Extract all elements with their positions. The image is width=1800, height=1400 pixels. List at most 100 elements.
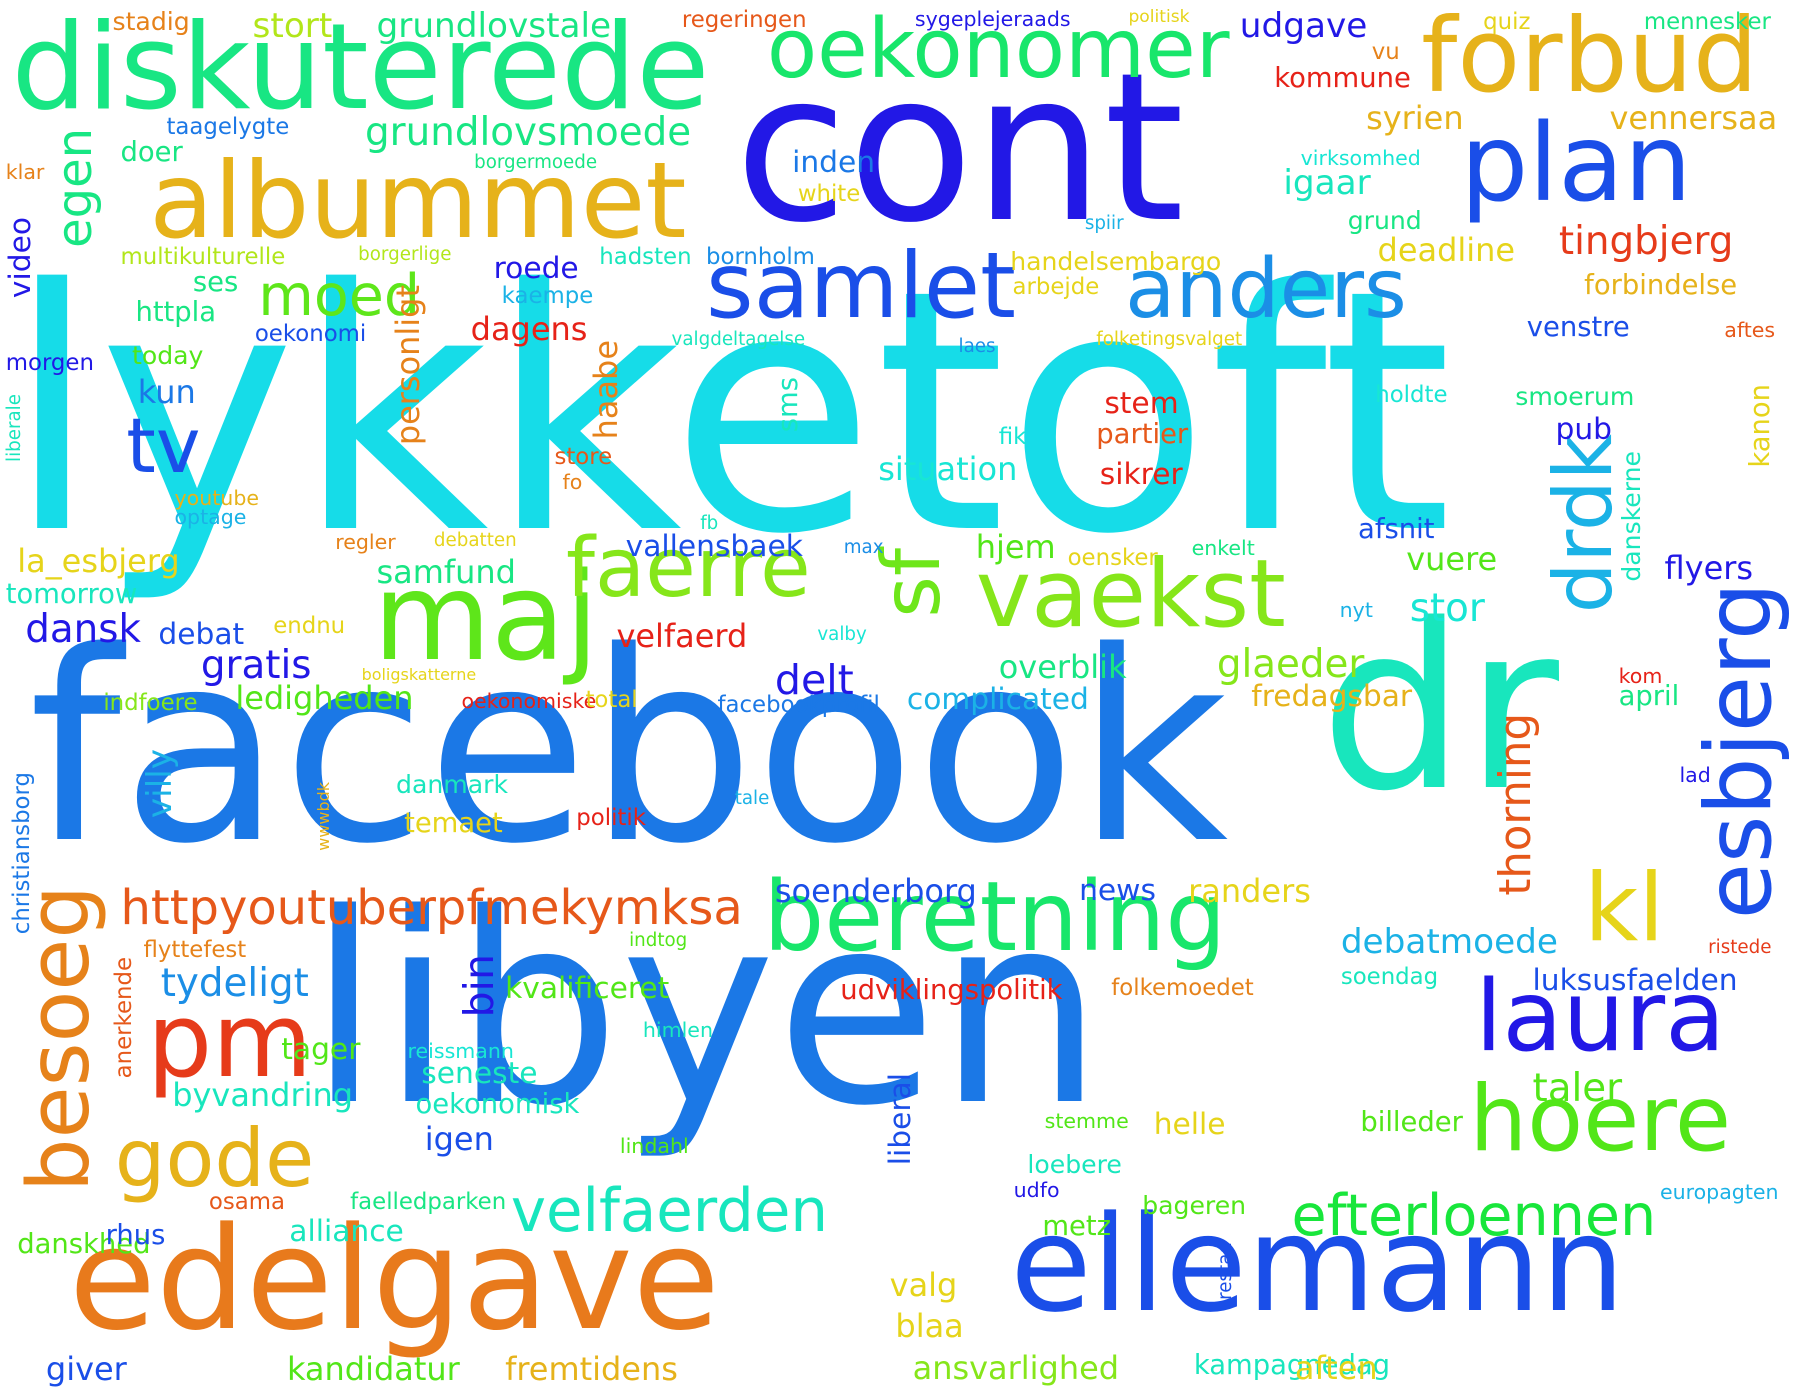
cloud-word-kanon: kanon [1745, 383, 1777, 468]
cloud-word-news: news [1079, 872, 1156, 908]
cloud-word-kandidatur: kandidatur [286, 1350, 460, 1389]
cloud-word-haabe: haabe [587, 340, 626, 440]
cloud-word-egen: egen [46, 127, 103, 248]
cloud-word-drdk: drdk [1537, 433, 1630, 614]
cloud-word-borgerlige: borgerlige [358, 243, 452, 265]
cloud-word-taagelygte: taagelygte [166, 114, 290, 141]
cloud-word-max: max [843, 536, 884, 558]
cloud-word-facebookprofil: facebookprofil [717, 692, 880, 719]
cloud-word-stor: stor [1409, 586, 1485, 632]
cloud-word-folketingsvalget: folketingsvalget [1096, 329, 1243, 351]
cloud-word-situation: situation [878, 450, 1018, 489]
cloud-word-politik: politik [576, 805, 646, 832]
cloud-word-quiz: quiz [1483, 9, 1531, 36]
cloud-word-vuere: vuere [1406, 539, 1498, 578]
cloud-word-villy: villy [140, 749, 181, 819]
cloud-word-white: white [797, 180, 861, 207]
cloud-word-virksomhed: virksomhed [1300, 146, 1421, 171]
cloud-word-folkemoedet: folkemoedet [1111, 975, 1254, 1002]
cloud-word-kaempe: kaempe [501, 283, 594, 310]
cloud-word-regler: regler [335, 530, 396, 555]
cloud-word-ledigheden: ledigheden [235, 678, 414, 717]
cloud-word-syrien: syrien [1366, 98, 1464, 137]
cloud-word-pm: pm [146, 982, 313, 1102]
cloud-word-roede: roede [493, 250, 579, 286]
cloud-word-hadsten: hadsten [599, 243, 692, 270]
cloud-word-handelsembargo: handelsembargo [1010, 246, 1222, 276]
cloud-word-billeder: billeder [1360, 1106, 1463, 1138]
cloud-word-deadline: deadline [1377, 231, 1516, 270]
cloud-word-luksusfaelden: luksusfaelden [1532, 963, 1738, 999]
cloud-word-soendag: soendag [1340, 964, 1439, 991]
cloud-word-mennesker: mennesker [1643, 9, 1771, 36]
cloud-word-glaeder: glaeder [1216, 642, 1365, 688]
cloud-word-velfaerd: velfaerd [616, 617, 748, 656]
cloud-word-udviklingspolitik: udviklingspolitik [840, 975, 1063, 1007]
cloud-word-arbejde: arbejde [1012, 274, 1100, 301]
cloud-word-tydeligt: tydeligt [160, 960, 309, 1006]
cloud-word-complicated: complicated [906, 682, 1089, 718]
cloud-word-tv: tv [126, 401, 201, 490]
cloud-word-forbindelse: forbindelse [1584, 269, 1738, 301]
cloud-word-borgermoede: borgermoede [474, 152, 598, 174]
cloud-word-debatmoede: debatmoede [1340, 921, 1558, 962]
cloud-word-liberal: liberal [883, 1073, 919, 1166]
cloud-word-gratis: gratis [200, 643, 312, 689]
cloud-word-danskhed: danskhed [17, 1228, 151, 1260]
cloud-word-fredagsbar: fredagsbar [1251, 678, 1413, 714]
cloud-word-tager: tager [281, 1031, 361, 1067]
cloud-word-personligt: personligt [388, 285, 427, 446]
cloud-word-maj: maj [373, 547, 599, 689]
cloud-word-osama: osama [208, 1189, 285, 1216]
cloud-word-bageren: bageren [1142, 1191, 1247, 1221]
cloud-word-debatten: debatten [433, 530, 517, 552]
cloud-word-politisk: politisk [1128, 7, 1190, 28]
cloud-word-bin: bin [455, 953, 504, 1018]
cloud-word-cont: cont [734, 28, 1185, 268]
cloud-word-total: total [585, 686, 638, 713]
cloud-word-efterloennen: efterloennen [1291, 1182, 1657, 1249]
cloud-word-fremtidens: fremtidens [505, 1350, 678, 1389]
cloud-word-temaet: temaet [404, 807, 503, 839]
cloud-word-vennersaa: vennersaa [1609, 98, 1778, 137]
cloud-word-himlen: himlen [642, 1017, 713, 1042]
cloud-word-hoere: hoere [1469, 1065, 1732, 1173]
cloud-word-kvalificeret: kvalificeret [505, 971, 670, 1007]
cloud-word-plan: plan [1460, 100, 1692, 226]
cloud-word-igen: igen [424, 1119, 494, 1158]
cloud-word-ses: ses [192, 267, 239, 299]
cloud-word-la-esbjerg: la_esbjerg [17, 541, 180, 580]
cloud-word-hjem: hjem [975, 528, 1056, 567]
cloud-word-fo: fo [562, 469, 583, 494]
cloud-word-dr: dr [1320, 574, 1559, 841]
cloud-word-loebere: loebere [1027, 1150, 1122, 1180]
cloud-word-valby: valby [817, 623, 867, 645]
cloud-word-debat: debat [158, 617, 245, 653]
cloud-word-kl: kl [1584, 854, 1665, 964]
cloud-word-stort: stort [252, 6, 333, 47]
cloud-word-alliance: alliance [289, 1214, 404, 1250]
cloud-word-libyen: libyen [307, 857, 1104, 1164]
cloud-word-grund: grund [1347, 205, 1422, 235]
cloud-word-anerkende: anerkende [110, 956, 137, 1079]
cloud-word-metz: metz [1042, 1210, 1111, 1242]
cloud-word-sms: sms [772, 376, 804, 433]
cloud-word-tomorrow: tomorrow [5, 579, 138, 611]
cloud-word-afsnit: afsnit [1358, 514, 1435, 546]
cloud-word-pub: pub [1555, 411, 1612, 447]
cloud-word-danskerne: danskerne [1616, 451, 1646, 582]
cloud-word-nyt: nyt [1339, 597, 1373, 622]
cloud-word-partier: partier [1096, 419, 1189, 451]
cloud-word-byvandring: byvandring [172, 1076, 354, 1115]
cloud-word-helle: helle [1153, 1106, 1226, 1142]
cloud-word-klar: klar [5, 160, 45, 185]
cloud-word-rhus: rhus [105, 1219, 166, 1251]
cloud-word-sygeplejeraads: sygeplejeraads [914, 7, 1071, 32]
cloud-word-danmark: danmark [396, 769, 508, 799]
cloud-word-europagten: europagten [1659, 1179, 1779, 1204]
cloud-word-restad: restad [1214, 1242, 1236, 1301]
cloud-word-indtog: indtog [629, 929, 688, 951]
cloud-word-delt: delt [774, 656, 854, 705]
cloud-word-smoerum: smoerum [1515, 381, 1635, 411]
cloud-word-ansvarlighed: ansvarlighed [912, 1349, 1120, 1388]
